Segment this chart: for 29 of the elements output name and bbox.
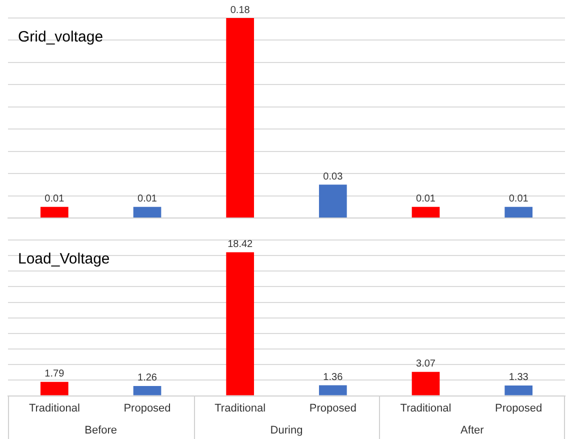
data-label: 0.03	[323, 171, 344, 182]
data-label: 1.33	[508, 372, 529, 384]
x-tick-label: Traditional	[214, 402, 266, 414]
bar	[226, 252, 254, 396]
data-label: 3.07	[416, 358, 436, 370]
data-label: 0.18	[230, 4, 250, 16]
bar	[133, 386, 162, 396]
x-tick-label: Proposed	[309, 402, 356, 414]
bar	[318, 385, 347, 396]
data-label: 1.26	[138, 372, 158, 384]
data-label: 18.42	[228, 239, 254, 250]
text: After	[460, 424, 484, 437]
x-tick-label: Traditional	[400, 402, 452, 414]
data-label: 1.36	[323, 372, 344, 383]
x-tick-label: Proposed	[124, 402, 171, 414]
data-label: 0.01	[508, 194, 529, 205]
bar	[40, 382, 68, 396]
text: Grid_voltage	[18, 28, 104, 46]
bar	[412, 372, 440, 396]
data-label: 0.01	[138, 194, 158, 205]
text: Before	[84, 424, 118, 437]
x-tick-label: Traditional	[28, 402, 80, 414]
data-label: 1.79	[44, 368, 65, 380]
text: During	[270, 424, 303, 437]
text: Load_Voltage	[18, 250, 110, 268]
data-label: 0.01	[44, 194, 65, 205]
x-tick-label: Proposed	[495, 402, 542, 414]
data-label: 0.01	[416, 194, 436, 205]
bar	[504, 385, 533, 396]
